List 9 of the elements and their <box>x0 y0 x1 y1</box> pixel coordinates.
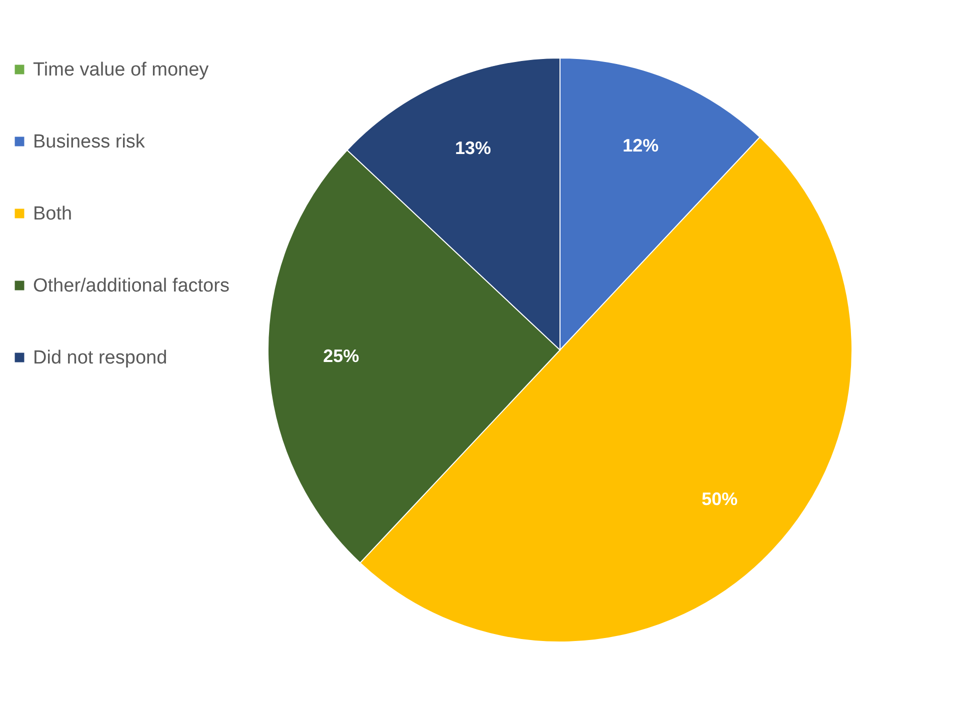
data-label: 13% <box>455 138 492 158</box>
legend-label: Other/additional factors <box>33 276 230 296</box>
data-label: 50% <box>702 488 738 509</box>
legend-label: Business risk <box>33 132 146 152</box>
legend-label: Did not respond <box>33 348 168 368</box>
legend-label: Time value of money <box>33 60 210 80</box>
data-label: 25% <box>323 346 360 366</box>
legend-label: Both <box>33 204 72 224</box>
data-label: 12% <box>622 135 659 156</box>
